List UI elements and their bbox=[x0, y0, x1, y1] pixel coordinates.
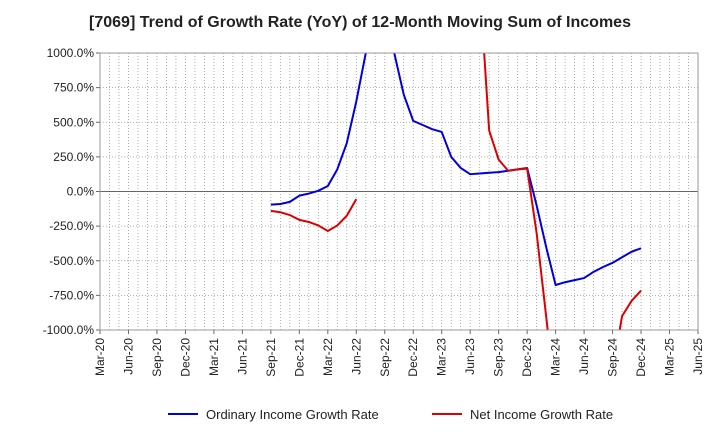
x-tick-label: Sep-20 bbox=[150, 338, 164, 377]
y-tick-label: 0.0% bbox=[67, 185, 95, 199]
series-line-ordinary-income bbox=[270, 53, 642, 286]
x-tick-label: Dec-20 bbox=[178, 338, 192, 377]
y-tick-label: -750.0% bbox=[49, 288, 94, 302]
x-tick-label: Jun-24 bbox=[577, 338, 591, 375]
series-lines bbox=[270, 53, 642, 330]
x-tick-label: Sep-24 bbox=[606, 338, 620, 377]
series-line-net-income bbox=[270, 198, 358, 232]
x-tick-label: Sep-22 bbox=[378, 338, 392, 377]
x-tick-label: Dec-23 bbox=[520, 338, 534, 377]
x-tick-label: Jun-20 bbox=[121, 338, 135, 375]
x-tick-label: Sep-21 bbox=[264, 338, 278, 377]
x-tick-label: Dec-21 bbox=[292, 338, 306, 377]
legend-label: Ordinary Income Growth Rate bbox=[206, 407, 379, 422]
x-tick-label: Jun-23 bbox=[463, 338, 477, 375]
y-tick-label: 1000.0% bbox=[47, 46, 95, 60]
chart-title: [7069] Trend of Growth Rate (YoY) of 12-… bbox=[89, 14, 631, 31]
y-tick-label: -250.0% bbox=[49, 219, 94, 233]
x-tick-label: Mar-20 bbox=[93, 338, 107, 376]
legend: Ordinary Income Growth Rate Net Income Gr… bbox=[168, 407, 613, 422]
y-tick-label: 750.0% bbox=[53, 81, 94, 95]
x-axis: Mar-20 Jun-20 Sep-20 Dec-20 Mar-21 Jun-21 Sep-… bbox=[93, 330, 705, 377]
x-tick-label: Mar-22 bbox=[321, 338, 335, 376]
x-tick-label: Jun-25 bbox=[691, 338, 705, 375]
x-tick-label: Mar-23 bbox=[435, 338, 449, 376]
y-tick-label: 500.0% bbox=[53, 115, 94, 129]
series-line-net-income bbox=[483, 53, 549, 330]
y-tick-label: -500.0% bbox=[49, 254, 94, 268]
x-tick-label: Mar-21 bbox=[207, 338, 221, 376]
x-tick-label: Jun-21 bbox=[235, 338, 249, 375]
y-axis: 1000.0% 750.0% 500.0% 250.0% 0.0% -250.0% -500… bbox=[43, 46, 100, 337]
series-line-net-income bbox=[618, 289, 642, 330]
y-tick-label: 250.0% bbox=[53, 150, 94, 164]
y-tick-label: -1000.0% bbox=[43, 323, 95, 337]
x-tick-label: Dec-24 bbox=[634, 338, 648, 377]
legend-label: Net Income Growth Rate bbox=[470, 407, 613, 422]
x-tick-label: Sep-23 bbox=[492, 338, 506, 377]
x-tick-label: Dec-22 bbox=[406, 338, 420, 377]
x-tick-label: Mar-25 bbox=[663, 338, 677, 376]
x-tick-label: Jun-22 bbox=[349, 338, 363, 375]
plot-frame bbox=[99, 52, 699, 331]
x-tick-label: Mar-24 bbox=[549, 338, 563, 376]
